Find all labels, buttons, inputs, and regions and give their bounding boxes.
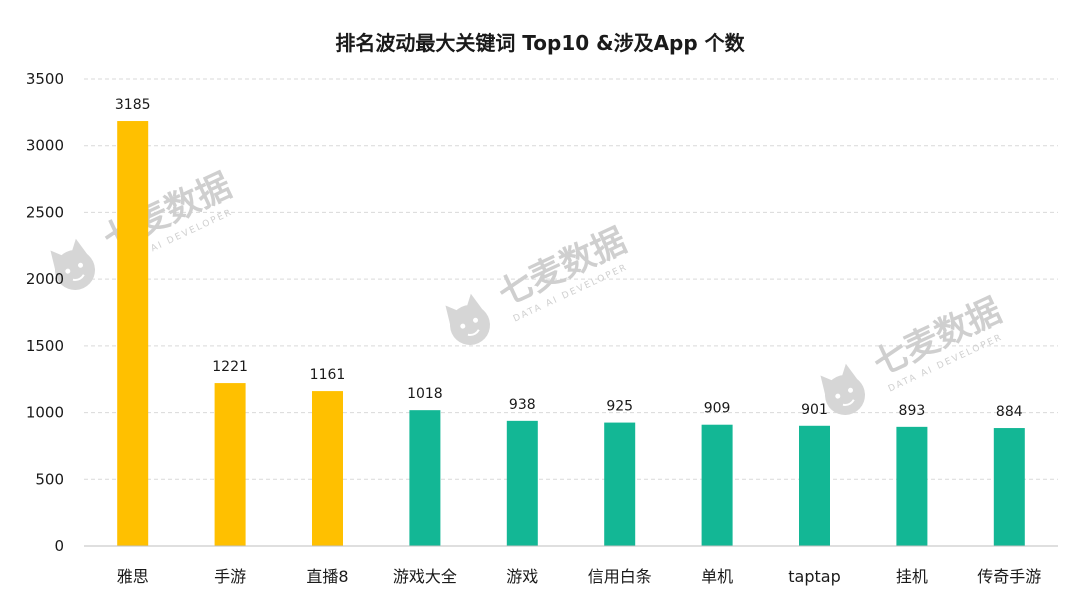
data-label: 3185 [115, 97, 151, 113]
x-tick-label: 直播8 [306, 567, 348, 586]
bar-2 [214, 383, 246, 546]
data-label: 1221 [212, 359, 248, 375]
bar-8 [799, 425, 830, 546]
y-tick-label: 0 [54, 537, 64, 555]
chart-title: 排名波动最大关键词 Top10 &涉及App 个数 [335, 31, 745, 55]
data-label: 909 [704, 401, 731, 417]
cat-logo-icon [445, 293, 490, 345]
bar-10 [993, 428, 1025, 546]
x-tick-label: 信用白条 [588, 567, 652, 586]
x-tick-label: 挂机 [896, 567, 928, 586]
bar-3 [312, 391, 343, 546]
cat-logo-icon [820, 363, 865, 415]
x-tick-label: 传奇手游 [977, 567, 1041, 586]
bar-1 [117, 121, 149, 546]
bars [117, 121, 1025, 546]
y-tick-label: 1000 [26, 404, 64, 422]
data-label: 884 [996, 404, 1023, 420]
data-labels: 3185 1221 1161 1018 938 925 909 901 893 884 [115, 97, 1023, 420]
x-tick-label: 游戏大全 [393, 567, 457, 586]
x-tick-label: 手游 [214, 567, 246, 586]
data-label: 1161 [310, 367, 346, 383]
data-label: 1018 [407, 386, 443, 402]
y-tick-label: 500 [35, 470, 64, 488]
y-tick-label: 2000 [26, 270, 64, 288]
data-label: 925 [606, 399, 633, 415]
y-tick-label: 3000 [26, 137, 64, 155]
x-tick-label: 雅思 [117, 567, 149, 586]
y-tick-label: 2500 [26, 203, 64, 221]
data-label: 938 [509, 397, 536, 413]
bar-9 [896, 426, 928, 546]
y-axis-ticks: 0 500 1000 1500 2000 2500 3000 3500 [26, 70, 64, 555]
cat-logo-icon [50, 238, 95, 290]
data-label: 893 [899, 403, 926, 419]
bar-6 [604, 422, 636, 546]
bar-5 [506, 420, 538, 546]
y-tick-label: 3500 [26, 70, 64, 88]
bar-7 [701, 424, 733, 546]
grid-lines [84, 78, 1058, 480]
x-tick-label: 游戏 [506, 567, 538, 586]
y-tick-label: 1500 [26, 337, 64, 355]
x-axis-ticks: 雅思 手游 直播8 游戏大全 游戏 信用白条 单机 taptap 挂机 传奇手游 [117, 567, 1042, 586]
data-label: 901 [801, 402, 828, 418]
x-tick-label: taptap [788, 567, 840, 586]
bar-4 [409, 410, 441, 546]
x-tick-label: 单机 [701, 567, 733, 586]
